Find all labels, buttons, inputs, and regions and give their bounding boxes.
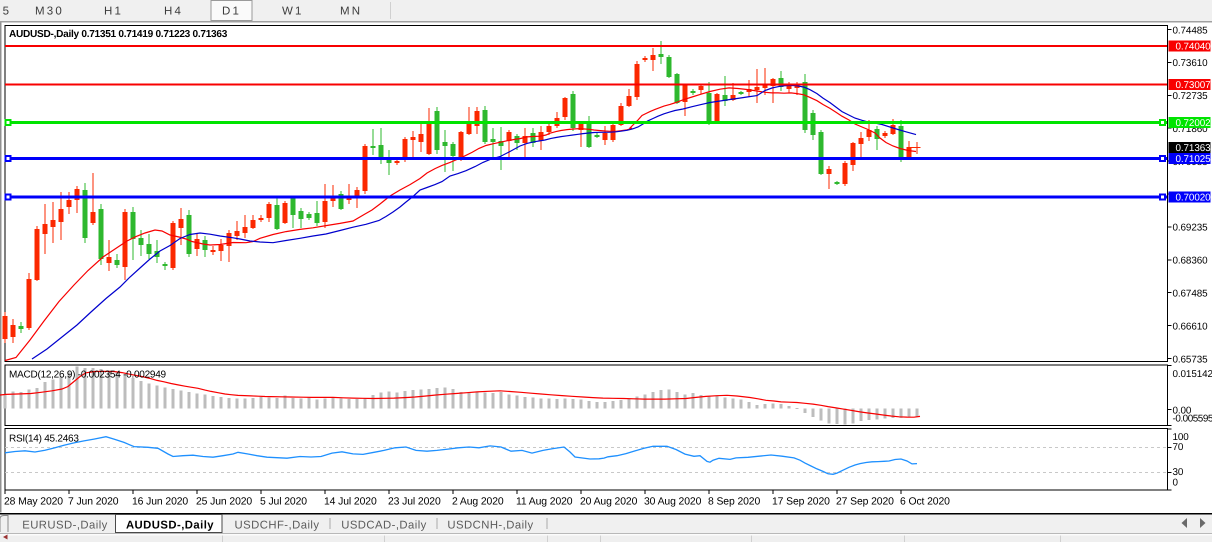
svg-text:15: 15 [0, 6, 11, 18]
svg-text:AUDUSD-,Daily: AUDUSD-,Daily [126, 520, 214, 532]
svg-text:RSI(14) 45.2463: RSI(14) 45.2463 [9, 434, 79, 445]
svg-text:0.73610: 0.73610 [1173, 58, 1209, 69]
svg-text:11 Aug 2020: 11 Aug 2020 [516, 497, 573, 508]
svg-text:14 Jul 2020: 14 Jul 2020 [324, 497, 377, 508]
svg-text:-0.005595: -0.005595 [1173, 413, 1212, 424]
svg-text:MACD(12,26,9) -0.002354 -0.002: MACD(12,26,9) -0.002354 -0.002949 [9, 370, 167, 381]
svg-text:0.65735: 0.65735 [1173, 354, 1209, 365]
svg-text:0: 0 [1173, 477, 1179, 488]
svg-text:70: 70 [1173, 442, 1184, 453]
svg-text:20 Aug 2020: 20 Aug 2020 [580, 497, 638, 508]
svg-text:30: 30 [1173, 467, 1184, 478]
svg-text:25 Jun 2020: 25 Jun 2020 [196, 497, 252, 508]
svg-text:M30: M30 [35, 6, 64, 18]
svg-text:H1: H1 [104, 6, 123, 18]
svg-text:2 Aug 2020: 2 Aug 2020 [452, 497, 504, 508]
svg-text:USDCHF-,Daily: USDCHF-,Daily [235, 520, 320, 532]
svg-text:USDCAD-,Daily: USDCAD-,Daily [341, 520, 427, 532]
svg-text:27 Sep 2020: 27 Sep 2020 [836, 497, 894, 508]
svg-text:0.73007: 0.73007 [1176, 80, 1211, 91]
svg-text:0.015142: 0.015142 [1173, 369, 1212, 380]
svg-text:0.69235: 0.69235 [1173, 223, 1209, 234]
svg-text:AUDUSD-,Daily 0.71351 0.71419: AUDUSD-,Daily 0.71351 0.71419 0.71223 0.… [9, 29, 228, 40]
svg-text:0.66610: 0.66610 [1173, 321, 1209, 332]
svg-text:0.72735: 0.72735 [1173, 91, 1209, 102]
svg-text:30 Aug 2020: 30 Aug 2020 [644, 497, 702, 508]
svg-text:H4: H4 [164, 6, 183, 18]
svg-text:8 Sep 2020: 8 Sep 2020 [708, 497, 760, 508]
svg-text:0.00: 0.00 [1173, 405, 1192, 416]
svg-text:0.67485: 0.67485 [1173, 289, 1209, 300]
svg-text:0.71363: 0.71363 [1176, 143, 1212, 154]
svg-text:7 Jun 2020: 7 Jun 2020 [68, 497, 119, 508]
svg-text:23 Jul 2020: 23 Jul 2020 [388, 497, 441, 508]
svg-text:0.68360: 0.68360 [1173, 256, 1209, 267]
svg-text:0.70020: 0.70020 [1176, 193, 1212, 204]
svg-text:USDCNH-,Daily: USDCNH-,Daily [447, 520, 533, 532]
svg-text:W1: W1 [282, 6, 304, 18]
svg-text:16 Jun 2020: 16 Jun 2020 [132, 497, 188, 508]
svg-text:0.74485: 0.74485 [1173, 25, 1209, 36]
svg-text:100: 100 [1173, 432, 1190, 443]
svg-text:MN: MN [340, 6, 362, 18]
svg-text:0.71860: 0.71860 [1173, 124, 1209, 135]
svg-text:0.71025: 0.71025 [1176, 154, 1212, 165]
svg-text:0.74040: 0.74040 [1176, 42, 1212, 53]
svg-text:28 May 2020: 28 May 2020 [4, 497, 63, 508]
svg-text:0.72002: 0.72002 [1176, 118, 1211, 129]
svg-text:5 Jul 2020: 5 Jul 2020 [260, 497, 307, 508]
svg-text:D1: D1 [222, 6, 241, 18]
svg-text:EURUSD-,Daily: EURUSD-,Daily [22, 520, 108, 532]
svg-text:6 Oct 2020: 6 Oct 2020 [900, 497, 950, 508]
svg-text:17 Sep 2020: 17 Sep 2020 [772, 497, 830, 508]
